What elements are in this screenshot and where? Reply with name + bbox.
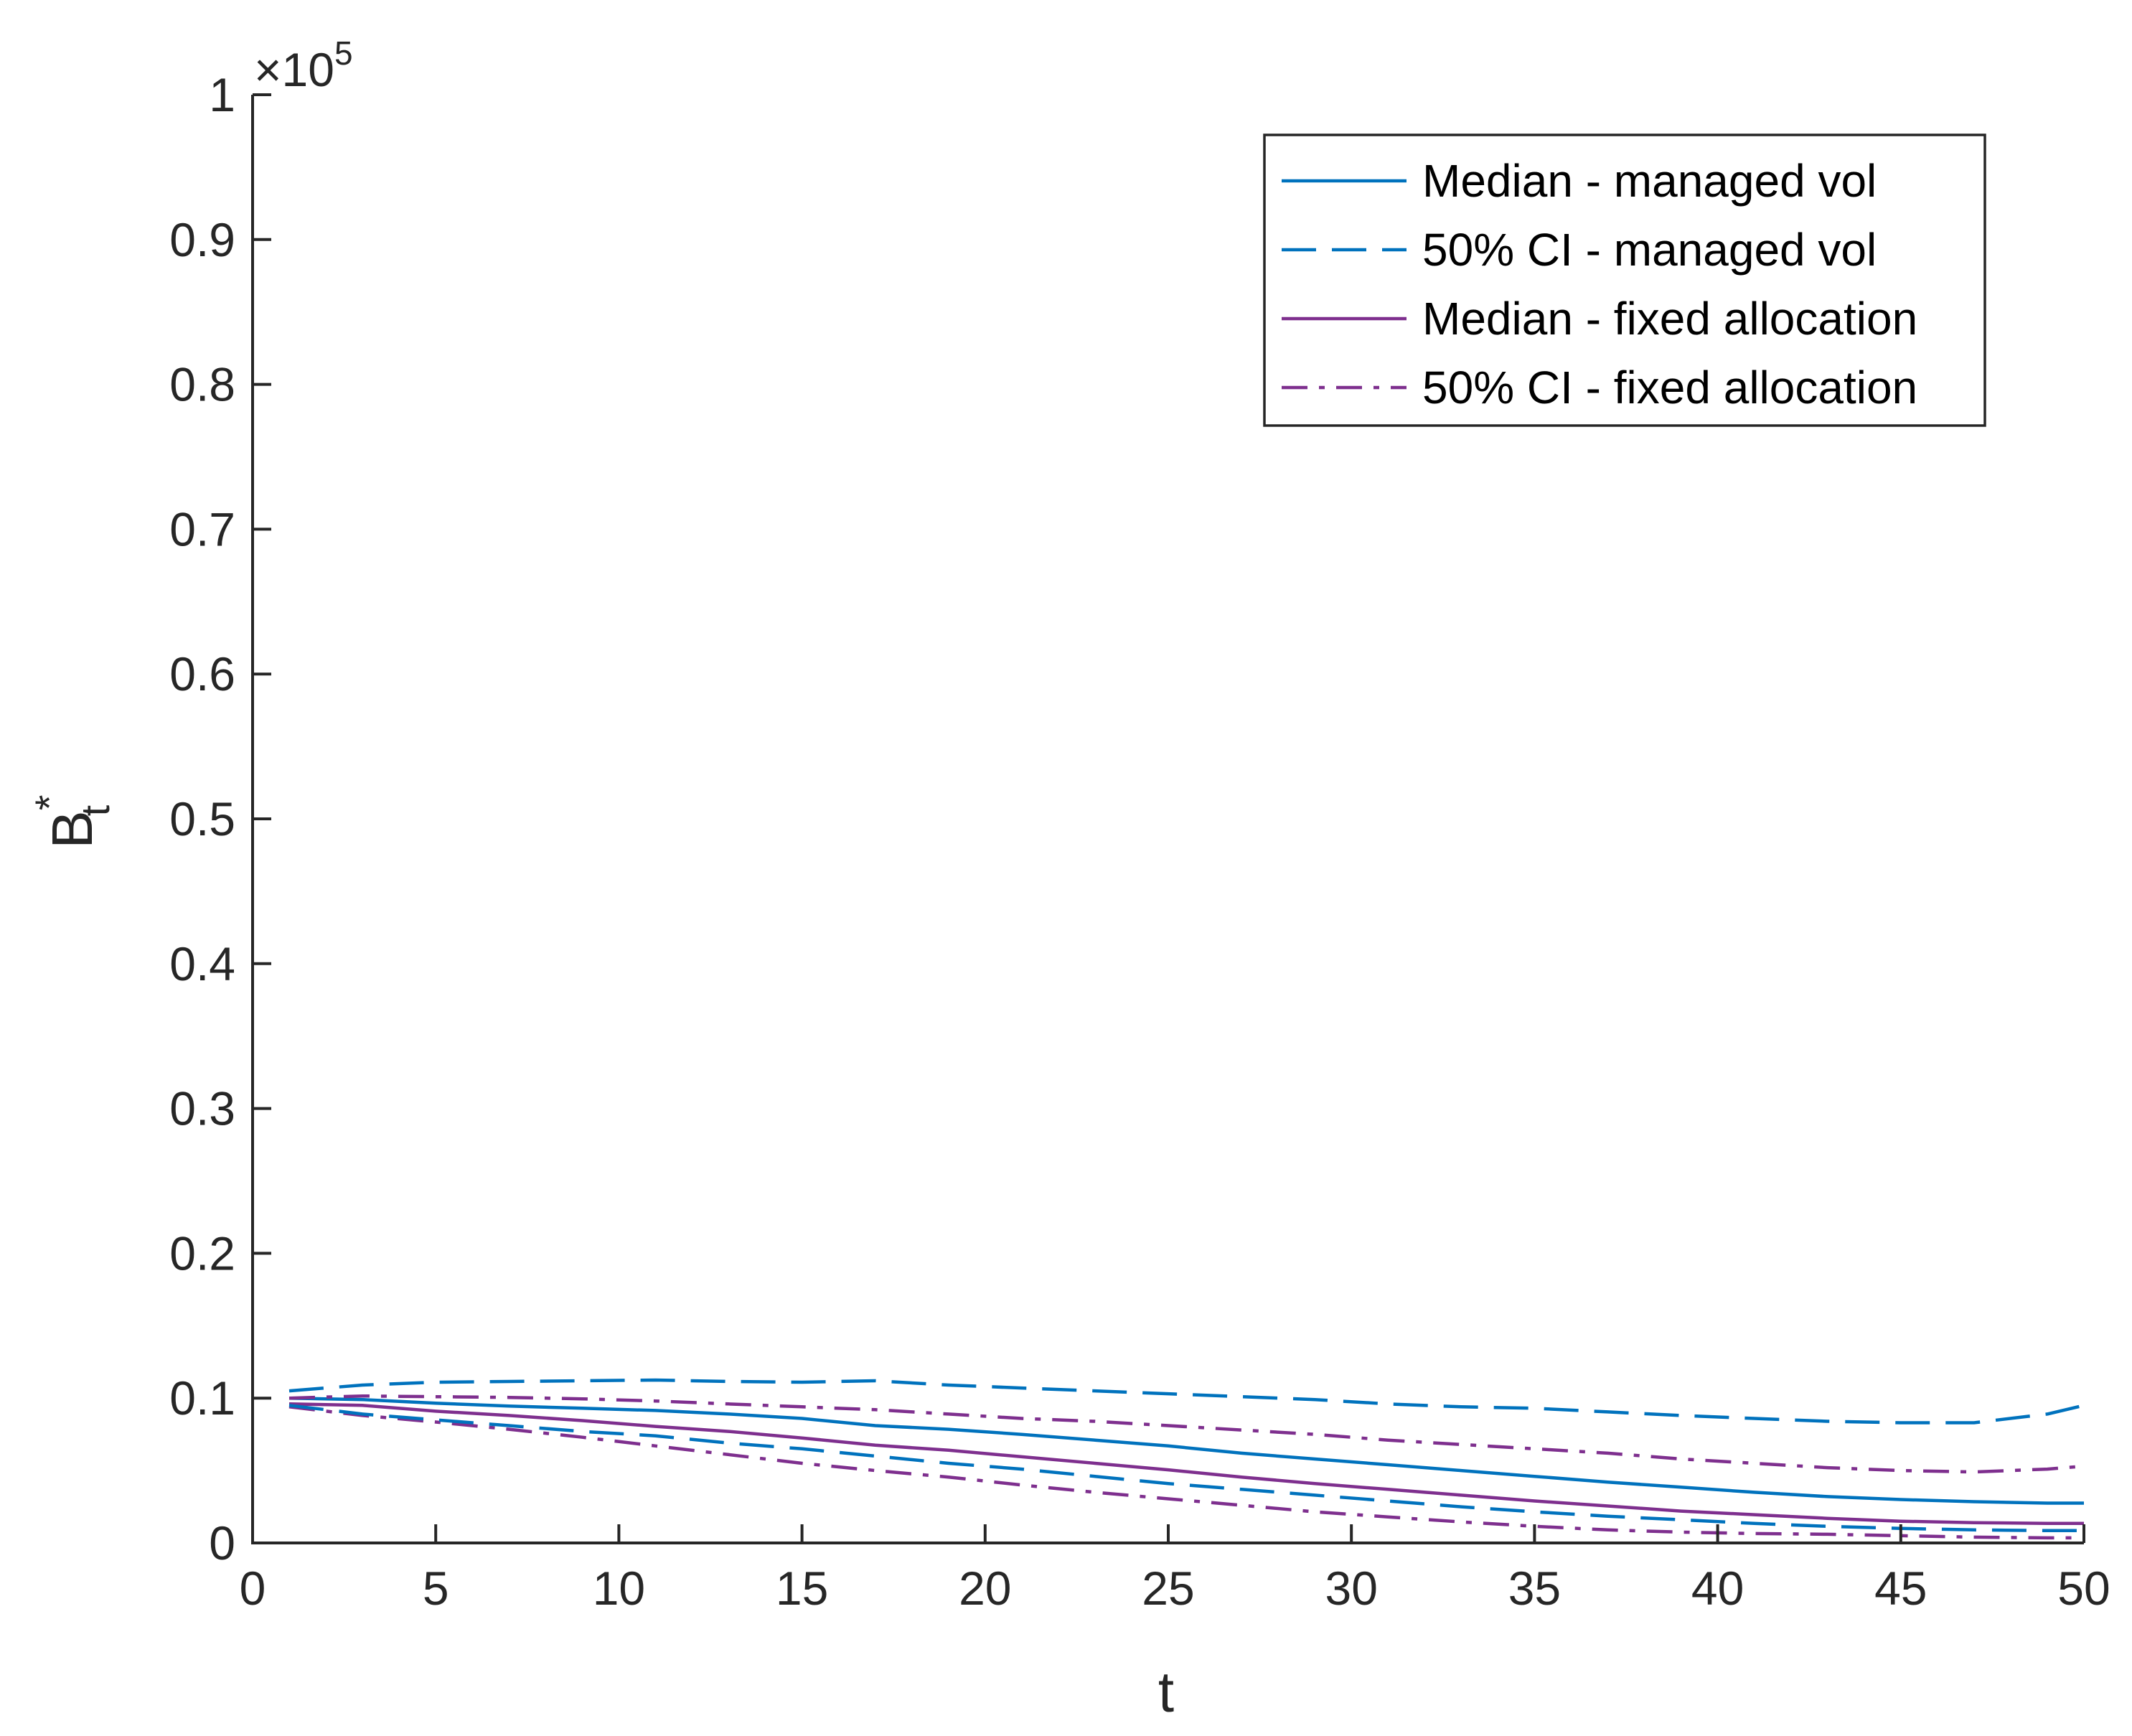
- y-tick-label: 0.2: [169, 1226, 235, 1280]
- series-line-5: [288, 1394, 2085, 1474]
- y-tick-label: 0.4: [169, 937, 235, 990]
- y-axis-label-base: B: [40, 810, 104, 848]
- x-tick-label: 20: [959, 1562, 1011, 1615]
- series-line-1: [288, 1396, 2084, 1505]
- x-tick-label: 45: [1874, 1562, 1927, 1615]
- x-tick-label: 10: [593, 1562, 645, 1615]
- x-tick-label: 25: [1142, 1562, 1194, 1615]
- y-tick-label: 0.9: [169, 213, 235, 266]
- series-line-3: [288, 1402, 2084, 1526]
- x-axis-ticks: 0 5 10 15 20 25 30 35 40 45 50: [240, 1524, 2110, 1615]
- y-tick-label: 0.8: [169, 358, 235, 411]
- legend-label: 50% CI - managed vol: [1422, 224, 1877, 276]
- y-tick-label: 0.3: [169, 1082, 235, 1135]
- x-tick-label: 0: [240, 1562, 266, 1615]
- exponent-power: 5: [334, 34, 353, 72]
- x-tick-label: 50: [2057, 1562, 2110, 1615]
- y-axis-label-subscript: t: [72, 804, 118, 816]
- legend-label: Median - managed vol: [1422, 155, 1877, 207]
- x-tick-label: 40: [1691, 1562, 1744, 1615]
- x-tick-label: 30: [1325, 1562, 1377, 1615]
- legend-box: [1263, 133, 1986, 427]
- y-axis-ticks: 0 0.1 0.2 0.3 0.4 0.5 0.6 0.7 0.8 0.9 1: [169, 68, 271, 1570]
- y-tick-label: 0.5: [169, 792, 235, 845]
- series-line-2: [288, 1378, 2085, 1425]
- x-axis-label: t: [1158, 1660, 1174, 1724]
- plot-area: 0 5 10 15 20 25 30 35 40 45 50 0 0.1 0.2 0.3 0.4 0.5 0.6…: [169, 68, 2110, 1615]
- y-axis-label-superscript: *: [27, 794, 72, 810]
- legend: Median - managed vol 50% CI - managed vol…: [1263, 133, 1986, 427]
- y-tick-label: 0.1: [169, 1371, 235, 1425]
- x-tick-label: 5: [423, 1562, 449, 1615]
- legend-label: Median - fixed allocation: [1422, 293, 1917, 344]
- y-axis-label: B*t: [27, 794, 118, 848]
- y-tick-label: 0.6: [169, 647, 235, 700]
- x-tick-label: 15: [776, 1562, 828, 1615]
- legend-items: Median - managed vol 50% CI - managed vol…: [1282, 155, 1917, 413]
- x-tick-label: 35: [1508, 1562, 1561, 1615]
- y-tick-label: 1: [209, 68, 235, 121]
- y-tick-label: 0: [209, 1516, 235, 1570]
- y-axis-exponent-label: ×105: [254, 34, 353, 96]
- series-line-4: [288, 1405, 2084, 1540]
- legend-label: 50% CI - fixed allocation: [1422, 362, 1917, 413]
- y-tick-label: 0.7: [169, 502, 235, 555]
- series-layer: [288, 1378, 2085, 1540]
- exponent-prefix: ×10: [254, 43, 334, 96]
- series-line-6: [288, 1404, 2084, 1533]
